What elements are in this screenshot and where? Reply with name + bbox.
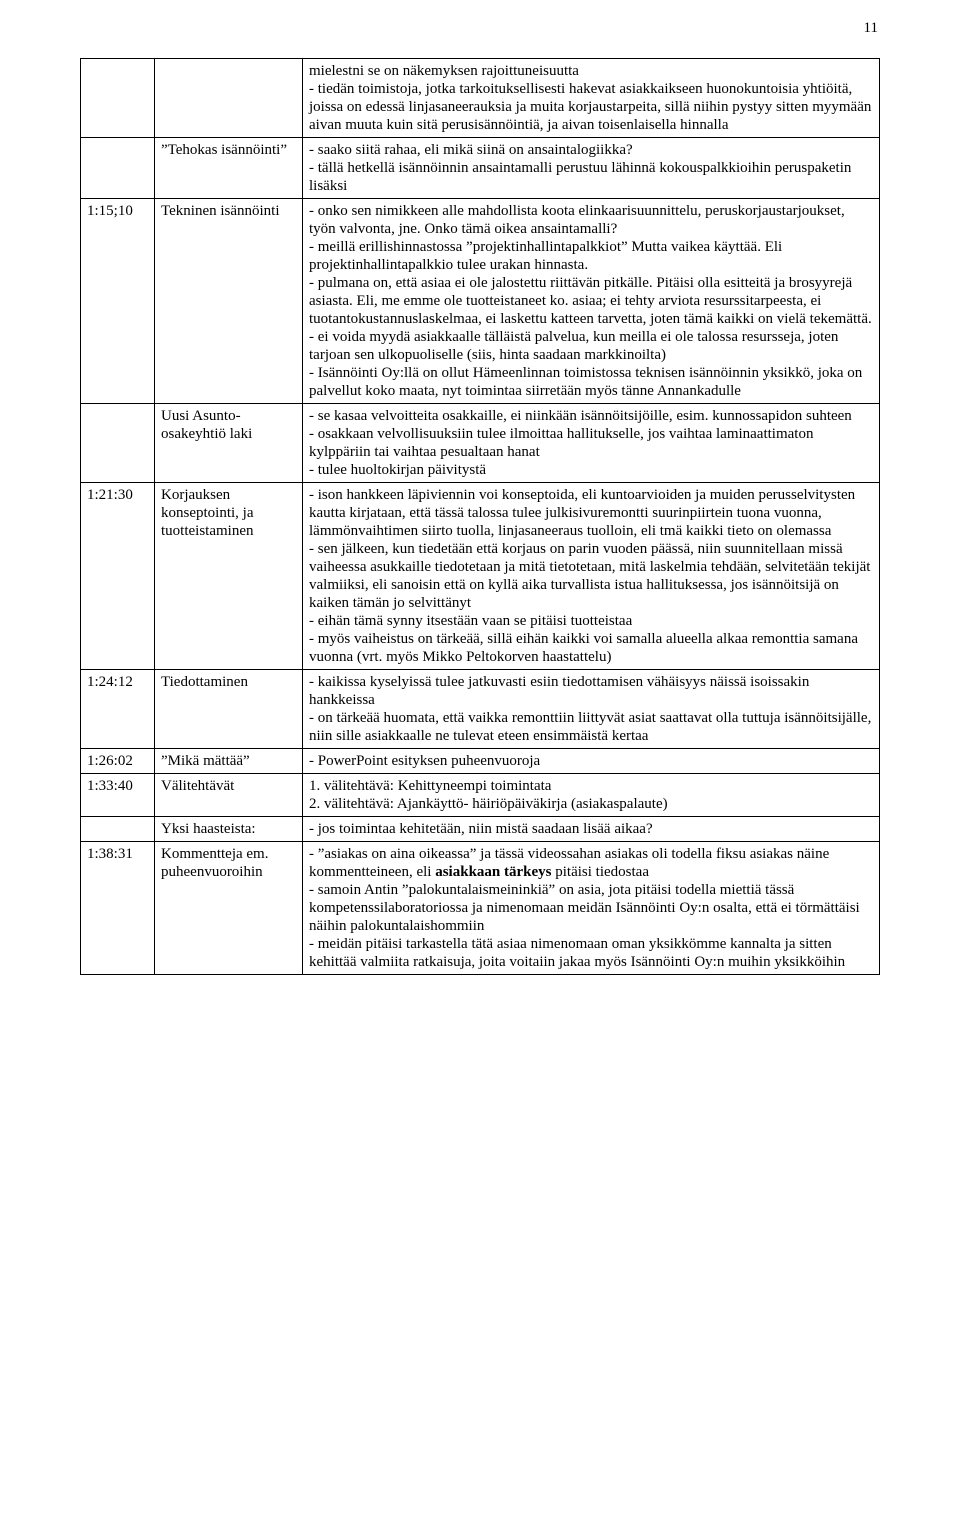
table-row: mielestni se on näkemyksen rajoittuneisu… <box>81 59 880 138</box>
topic-cell: Tiedottaminen <box>155 670 303 749</box>
content-cell: - jos toimintaa kehitetään, niin mistä s… <box>303 817 880 842</box>
time-cell: 1:38:31 <box>81 842 155 975</box>
table-row: Uusi Asunto-osakeyhtiö laki- se kasaa ve… <box>81 404 880 483</box>
topic-cell <box>155 59 303 138</box>
table-row: ”Tehokas isännöinti”- saako siitä rahaa,… <box>81 138 880 199</box>
document-page: 11 mielestni se on näkemyksen rajoittune… <box>0 0 960 1015</box>
page-number: 11 <box>864 20 878 37</box>
time-cell: 1:15;10 <box>81 199 155 404</box>
content-cell: - ”asiakas on aina oikeassa” ja tässä vi… <box>303 842 880 975</box>
content-table: mielestni se on näkemyksen rajoittuneisu… <box>80 58 880 975</box>
time-cell: 1:33:40 <box>81 774 155 817</box>
topic-cell: Kommentteja em. puheenvuoroihin <box>155 842 303 975</box>
content-cell: - kaikissa kyselyissä tulee jatkuvasti e… <box>303 670 880 749</box>
topic-cell: Korjauksen konseptointi, ja tuotteistami… <box>155 483 303 670</box>
table-row: 1:33:40Välitehtävät1. välitehtävä: Kehit… <box>81 774 880 817</box>
topic-cell: ”Tehokas isännöinti” <box>155 138 303 199</box>
table-row: Yksi haasteista:- jos toimintaa kehitetä… <box>81 817 880 842</box>
time-cell: 1:21:30 <box>81 483 155 670</box>
table-row: 1:24:12Tiedottaminen- kaikissa kyselyiss… <box>81 670 880 749</box>
content-cell: - ison hankkeen läpiviennin voi konsepto… <box>303 483 880 670</box>
time-cell <box>81 817 155 842</box>
time-cell <box>81 404 155 483</box>
content-cell: - se kasaa velvoitteita osakkaille, ei n… <box>303 404 880 483</box>
content-cell: mielestni se on näkemyksen rajoittuneisu… <box>303 59 880 138</box>
time-cell: 1:24:12 <box>81 670 155 749</box>
content-cell: - PowerPoint esityksen puheenvuoroja <box>303 749 880 774</box>
topic-cell: Välitehtävät <box>155 774 303 817</box>
time-cell <box>81 59 155 138</box>
topic-cell: Tekninen isännöinti <box>155 199 303 404</box>
table-row: 1:15;10Tekninen isännöinti- onko sen nim… <box>81 199 880 404</box>
table-row: 1:26:02”Mikä mättää”- PowerPoint esityks… <box>81 749 880 774</box>
topic-cell: Yksi haasteista: <box>155 817 303 842</box>
content-cell: 1. välitehtävä: Kehittyneempi toimintata… <box>303 774 880 817</box>
topic-cell: Uusi Asunto-osakeyhtiö laki <box>155 404 303 483</box>
topic-cell: ”Mikä mättää” <box>155 749 303 774</box>
table-row: 1:38:31Kommentteja em. puheenvuoroihin- … <box>81 842 880 975</box>
time-cell <box>81 138 155 199</box>
content-cell: - onko sen nimikkeen alle mahdollista ko… <box>303 199 880 404</box>
time-cell: 1:26:02 <box>81 749 155 774</box>
table-row: 1:21:30Korjauksen konseptointi, ja tuott… <box>81 483 880 670</box>
content-cell: - saako siitä rahaa, eli mikä siinä on a… <box>303 138 880 199</box>
